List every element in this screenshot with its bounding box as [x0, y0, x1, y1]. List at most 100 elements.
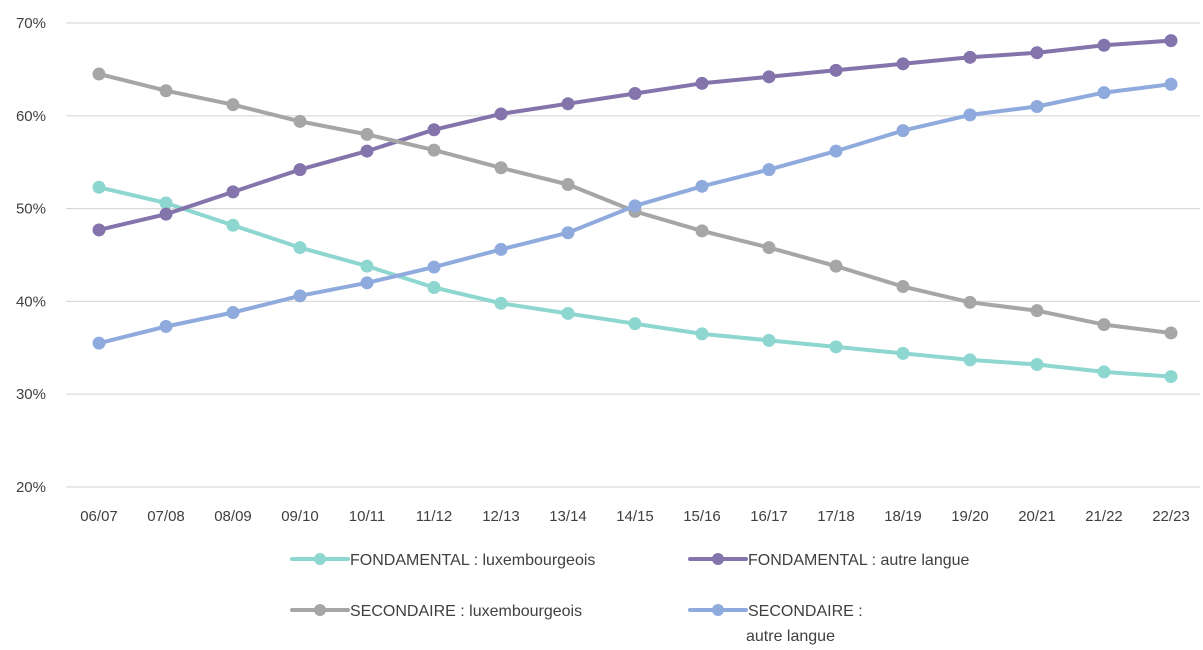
gridlines: [66, 22, 1200, 488]
data-point: [92, 223, 106, 237]
data-point: [92, 336, 106, 350]
data-point: [226, 185, 240, 199]
data-point: [896, 57, 910, 71]
data-point: [494, 296, 508, 310]
data-point: [896, 280, 910, 294]
data-point: [829, 63, 843, 77]
data-point: [628, 317, 642, 331]
data-point: [494, 161, 508, 175]
series-4: [92, 77, 1178, 350]
data-point: [695, 179, 709, 193]
data-point: [427, 280, 441, 294]
legend-item: SECONDAIRE : autre langue: [688, 603, 863, 645]
legend-label: FONDAMENTAL : luxembourgeois: [350, 552, 595, 569]
data-point: [1030, 358, 1044, 372]
data-point: [762, 163, 776, 177]
legend-marker: [712, 604, 724, 616]
data-point: [762, 70, 776, 84]
y-tick-label: 50%: [16, 201, 46, 218]
data-point: [561, 306, 575, 320]
data-point: [628, 87, 642, 101]
data-point: [226, 306, 240, 320]
data-point: [1164, 370, 1178, 384]
legend-item: SECONDAIRE : luxembourgeois: [290, 603, 582, 620]
x-axis-ticks: 06/07 07/08 08/09 09/10 10/11 11/12 12/13 13/14…: [80, 508, 1190, 525]
legend-marker: [314, 553, 326, 565]
x-tick-label: 14/15: [616, 508, 654, 525]
x-tick-label: 11/12: [416, 508, 452, 525]
x-tick-label: 17/18: [817, 508, 855, 525]
data-point: [293, 163, 307, 177]
data-point: [293, 114, 307, 128]
series-1: [92, 180, 1178, 384]
data-point: [494, 107, 508, 121]
data-point: [1164, 34, 1178, 48]
data-point: [293, 289, 307, 303]
legend-marker: [314, 604, 326, 616]
data-point: [1164, 326, 1178, 340]
data-point: [360, 259, 374, 273]
data-point: [360, 276, 374, 290]
series-2: [92, 34, 1178, 237]
y-tick-label: 70%: [16, 15, 46, 32]
data-point: [360, 144, 374, 158]
legend: FONDAMENTAL : luxembourgeois FONDAMENTAL …: [290, 552, 970, 645]
x-tick-label: 20/21: [1018, 508, 1056, 525]
data-point: [1030, 46, 1044, 60]
data-point: [561, 177, 575, 191]
x-tick-label: 16/17: [750, 508, 788, 525]
data-point: [963, 295, 977, 309]
data-point: [92, 67, 106, 81]
data-point: [963, 50, 977, 64]
data-point: [695, 327, 709, 341]
data-point: [427, 143, 441, 157]
data-point: [494, 242, 508, 256]
data-point: [829, 144, 843, 158]
data-point: [226, 218, 240, 232]
legend-label: SECONDAIRE : luxembourgeois: [350, 603, 582, 620]
legend-label: autre langue: [746, 628, 835, 645]
x-tick-label: 07/08: [147, 508, 185, 525]
legend-item: FONDAMENTAL : autre langue: [688, 552, 970, 569]
data-point: [1097, 38, 1111, 52]
data-point: [695, 224, 709, 238]
data-point: [159, 207, 173, 221]
x-tick-label: 08/09: [214, 508, 252, 525]
data-point: [829, 340, 843, 354]
data-point: [1097, 365, 1111, 379]
data-point: [695, 76, 709, 90]
data-point: [628, 199, 642, 213]
y-tick-label: 40%: [16, 293, 46, 310]
data-point: [360, 127, 374, 141]
legend-item: FONDAMENTAL : luxembourgeois: [290, 552, 595, 569]
series-lines: [92, 34, 1178, 384]
x-tick-label: 19/20: [951, 508, 989, 525]
y-tick-label: 30%: [16, 386, 46, 403]
data-point: [159, 84, 173, 98]
data-point: [829, 259, 843, 273]
legend-marker: [712, 553, 724, 565]
data-point: [1164, 77, 1178, 91]
data-point: [1097, 318, 1111, 332]
x-tick-label: 18/19: [884, 508, 922, 525]
legend-label: FONDAMENTAL : autre langue: [748, 552, 970, 569]
x-tick-label: 10/11: [349, 508, 385, 525]
data-point: [293, 241, 307, 255]
data-point: [92, 180, 106, 194]
y-tick-label: 60%: [16, 108, 46, 125]
data-point: [963, 353, 977, 367]
x-tick-label: 12/13: [482, 508, 520, 525]
data-point: [427, 123, 441, 137]
x-tick-label: 15/16: [683, 508, 721, 525]
data-point: [159, 196, 173, 210]
data-point: [427, 260, 441, 274]
data-point: [159, 319, 173, 333]
x-tick-label: 21/22: [1085, 508, 1123, 525]
legend-label: SECONDAIRE :: [748, 603, 863, 620]
data-point: [896, 346, 910, 360]
data-point: [226, 98, 240, 112]
data-point: [1030, 304, 1044, 318]
data-point: [963, 108, 977, 122]
data-point: [762, 241, 776, 255]
